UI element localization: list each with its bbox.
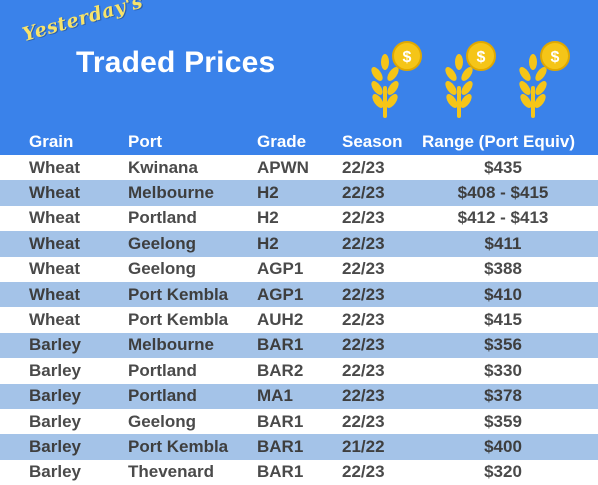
cell-port: Thevenard: [128, 462, 214, 482]
cell-port: Portland: [128, 208, 197, 228]
table-row: Barley Port Kembla BAR1 21/22 $400: [0, 434, 598, 460]
cell-port: Portland: [128, 360, 197, 380]
cell-range: $415: [484, 310, 522, 330]
cell-season: 22/23: [342, 335, 385, 355]
cell-port: Geelong: [128, 233, 197, 253]
table-row: Wheat Port Kembla AGP1 22/23 $410: [0, 281, 598, 308]
price-table: Wheat Kwinana APWN 22/23 $435 Wheat Melbourne H…: [0, 155, 598, 485]
header-icons: $ $: [366, 40, 582, 120]
column-header-range: Range (Port Equiv): [422, 131, 576, 151]
cell-season: 22/23: [342, 284, 385, 304]
cell-range: $359: [484, 411, 522, 431]
table-row: Wheat Portland H2 22/23 $412 - $413: [0, 205, 598, 232]
cell-range: $408 - $415: [457, 183, 549, 203]
column-header-grain: Grain: [29, 131, 74, 151]
cell-grain: Barley: [29, 335, 81, 355]
cell-season: 22/23: [342, 411, 385, 431]
cell-range: $378: [484, 386, 522, 406]
wheat-coin-icon: $: [371, 41, 422, 118]
cell-grain: Wheat: [29, 310, 80, 330]
cell-season: 22/23: [342, 386, 385, 406]
page-title: Traded Prices: [76, 46, 276, 79]
cell-grain: Wheat: [29, 157, 80, 177]
table-row: Barley Melbourne BAR1 22/23 $356: [0, 332, 598, 359]
header-kicker: Yesterday's: [19, 0, 146, 46]
cell-grain: Barley: [29, 360, 81, 380]
cell-grade: MA1: [257, 386, 293, 406]
cell-season: 22/23: [342, 462, 385, 482]
cell-port: Geelong: [128, 411, 197, 431]
cell-grain: Barley: [29, 411, 81, 431]
cell-grain: Wheat: [29, 259, 80, 279]
cell-season: 22/23: [342, 157, 385, 177]
cell-port: Port Kembla: [128, 284, 229, 304]
cell-grain: Wheat: [29, 208, 80, 228]
cell-grade: AUH2: [257, 310, 304, 330]
table-row: Barley Thevenard BAR1 22/23 $320: [0, 459, 598, 485]
cell-grade: H2: [257, 208, 279, 228]
cell-grain: Wheat: [29, 233, 80, 253]
table-row: Wheat Kwinana APWN 22/23 $435: [0, 155, 598, 181]
cell-grade: BAR1: [257, 462, 304, 482]
table-row: Wheat Geelong H2 22/23 $411: [0, 231, 598, 257]
table-header: Grain Port Grade Season Range (Port Equi…: [0, 128, 598, 155]
cell-range: $388: [484, 259, 522, 279]
cell-season: 22/23: [342, 208, 385, 228]
cell-season: 22/23: [342, 360, 385, 380]
cell-port: Port Kembla: [128, 436, 229, 456]
cell-grade: AGP1: [257, 259, 304, 279]
svg-text:$: $: [403, 49, 412, 66]
cell-range: $320: [484, 462, 522, 482]
table-row: Wheat Melbourne H2 22/23 $408 - $415: [0, 180, 598, 206]
svg-text:$: $: [477, 49, 486, 66]
table-row: Wheat Port Kembla AUH2 22/23 $415: [0, 307, 598, 333]
cell-range: $435: [484, 157, 522, 177]
wheat-coin-icon: $: [445, 41, 496, 118]
cell-grade: APWN: [257, 157, 309, 177]
cell-grade: BAR1: [257, 411, 304, 431]
cell-grain: Wheat: [29, 183, 80, 203]
cell-season: 21/22: [342, 436, 385, 456]
cell-port: Kwinana: [128, 157, 198, 177]
cell-range: $412 - $413: [457, 208, 549, 228]
cell-port: Melbourne: [128, 183, 214, 203]
cell-season: 22/23: [342, 259, 385, 279]
cell-range: $400: [484, 436, 522, 456]
table-row: Wheat Geelong AGP1 22/23 $388: [0, 256, 598, 282]
cell-season: 22/23: [342, 310, 385, 330]
column-header-port: Port: [128, 131, 162, 151]
cell-grain: Barley: [29, 462, 81, 482]
cell-port: Portland: [128, 386, 197, 406]
cell-grade: H2: [257, 183, 279, 203]
cell-grade: BAR1: [257, 436, 304, 456]
cell-port: Geelong: [128, 259, 197, 279]
cell-range: $410: [484, 284, 522, 304]
cell-grade: BAR2: [257, 360, 304, 380]
cell-grade: H2: [257, 233, 279, 253]
table-row: Barley Portland MA1 22/23 $378: [0, 383, 598, 409]
column-header-grade: Grade: [257, 131, 307, 151]
cell-season: 22/23: [342, 233, 385, 253]
cell-range: $411: [484, 233, 522, 253]
cell-port: Port Kembla: [128, 310, 229, 330]
cell-grain: Barley: [29, 386, 81, 406]
svg-text:$: $: [551, 49, 560, 66]
cell-grain: Wheat: [29, 284, 80, 304]
cell-range: $330: [484, 360, 522, 380]
cell-season: 22/23: [342, 183, 385, 203]
column-header-season: Season: [342, 131, 403, 151]
header-banner: Yesterday's Traded Prices $: [0, 0, 598, 128]
wheat-coin-icon: $: [519, 41, 570, 118]
cell-grain: Barley: [29, 436, 81, 456]
table-row: Barley Portland BAR2 22/23 $330: [0, 358, 598, 384]
cell-grade: AGP1: [257, 284, 304, 304]
cell-grade: BAR1: [257, 335, 304, 355]
cell-port: Melbourne: [128, 335, 214, 355]
cell-range: $356: [484, 335, 522, 355]
table-row: Barley Geelong BAR1 22/23 $359: [0, 408, 598, 435]
